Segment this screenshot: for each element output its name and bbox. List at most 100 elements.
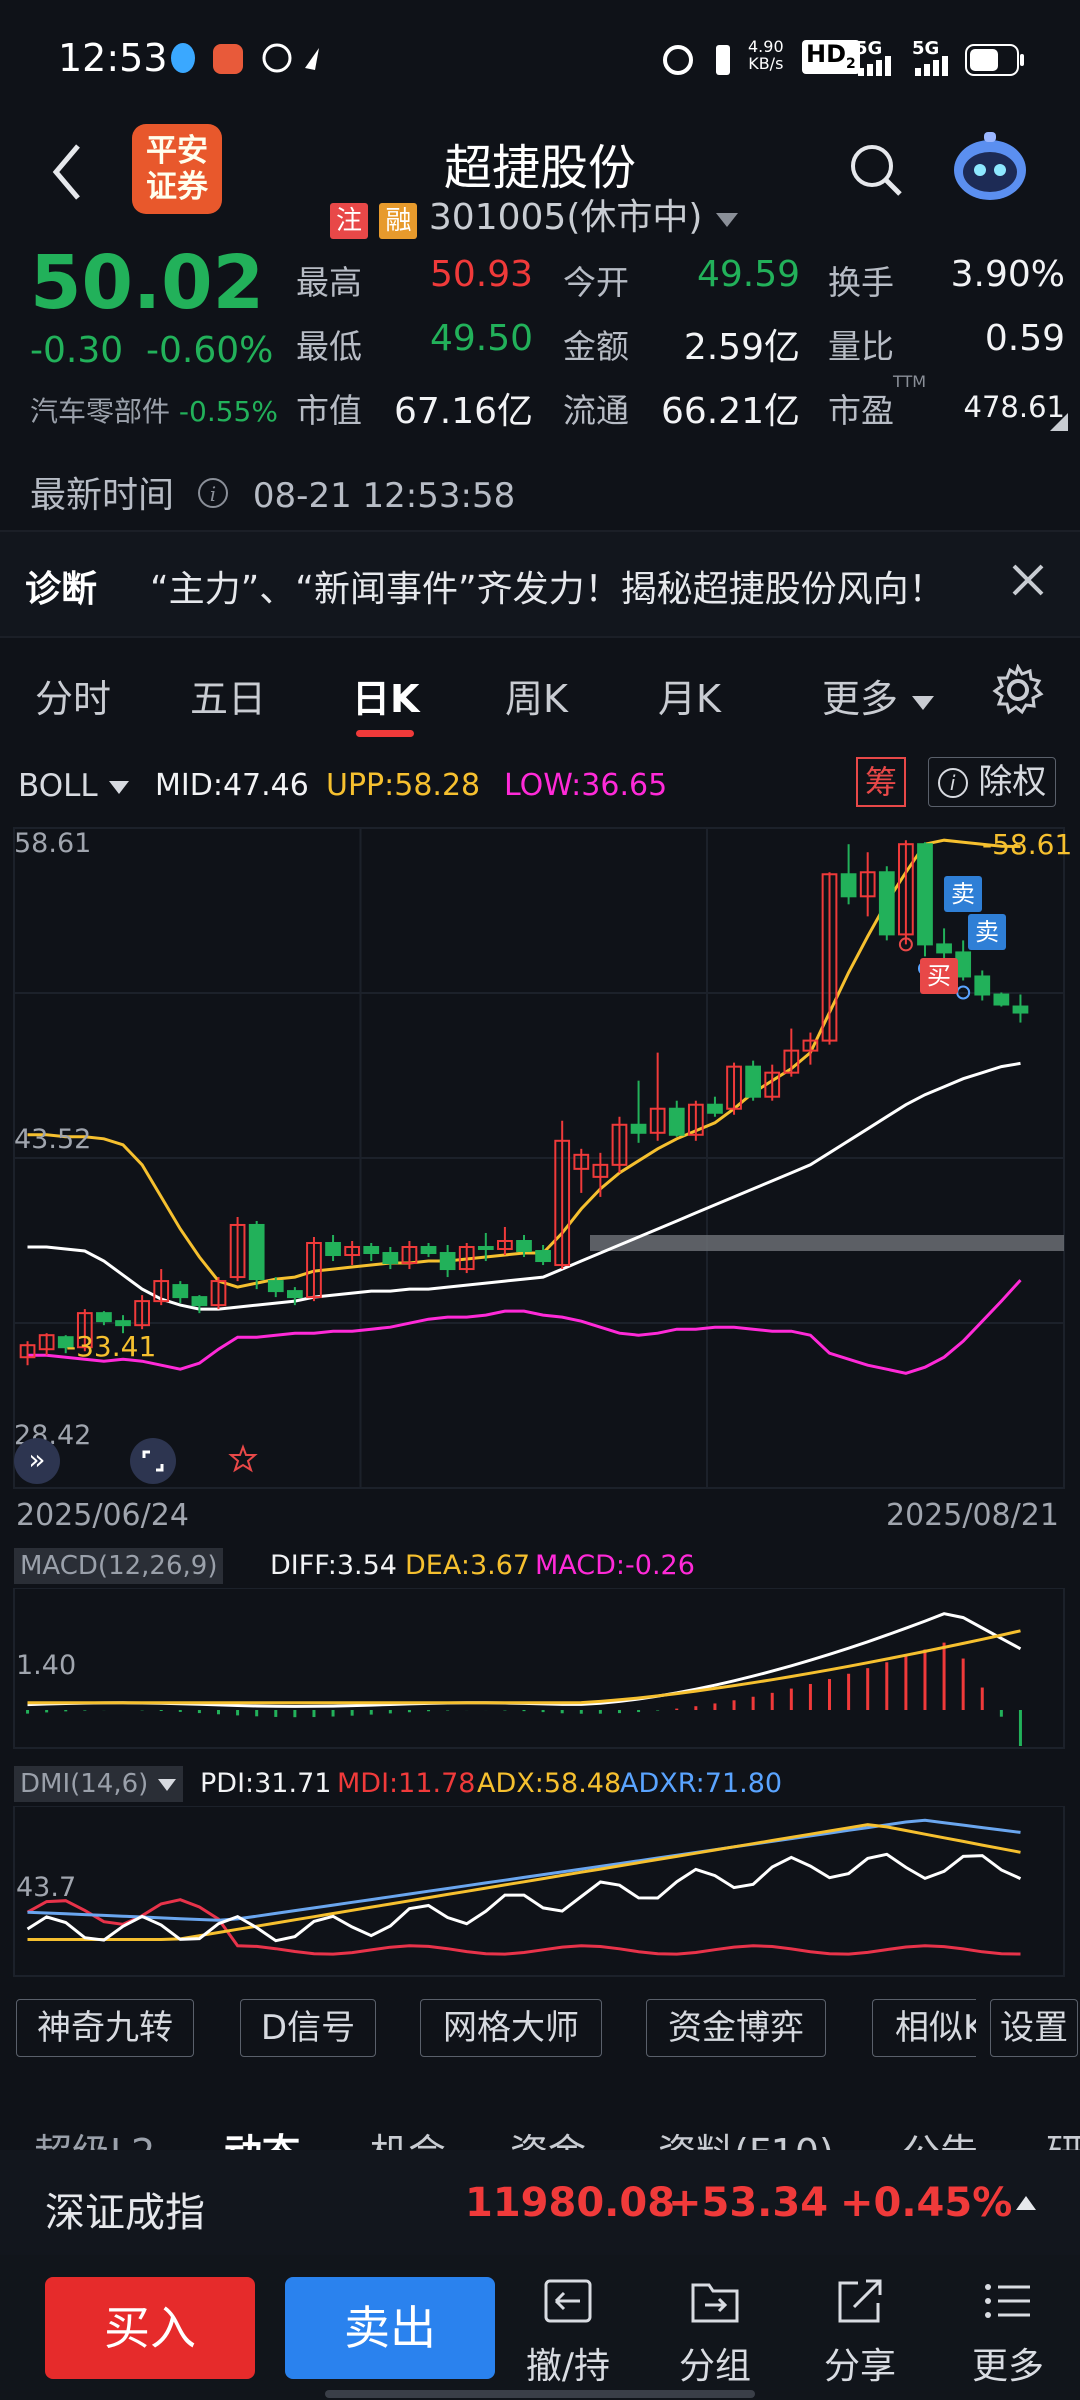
- tab-more[interactable]: 更多: [822, 668, 936, 723]
- star-marker-icon[interactable]: [228, 1444, 258, 1474]
- candle-body-38: [745, 1065, 762, 1098]
- diagnosis-text[interactable]: “主力”、“新闻事件”齐发力！揭秘超捷股份风向！: [150, 569, 945, 610]
- sell-button[interactable]: 卖出: [285, 2277, 495, 2379]
- cancel-icon: [544, 2279, 592, 2323]
- candle-body-31: [611, 1123, 628, 1166]
- candle-body-34: [668, 1107, 685, 1136]
- share-button[interactable]: 分享: [800, 2275, 920, 2389]
- min-price-label: -33.41: [66, 1330, 157, 1363]
- sector-row[interactable]: 汽车零部件 -0.55%: [30, 395, 278, 428]
- kline-chart[interactable]: [0, 820, 1080, 1490]
- boll-bar: BOLL MID:47.46 UPP:58.28 LOW:36.65 筹 i 除…: [0, 752, 1080, 822]
- fuquan-button[interactable]: i 除权: [928, 757, 1056, 807]
- tool-magic-nine[interactable]: 神奇九转: [16, 1999, 194, 2057]
- candle-body-21: [420, 1246, 437, 1255]
- candle-5: [115, 1315, 131, 1334]
- candle-body-22: [439, 1252, 456, 1271]
- value-amount: 2.59亿: [683, 327, 800, 368]
- subtab-l2[interactable]: 超级L2: [34, 2122, 155, 2150]
- candle-body-49: [955, 951, 972, 978]
- macd-panel[interactable]: MACD(12,26,9) DIFF:3.54 DEA:3.67 MACD:-0…: [0, 1540, 1080, 1755]
- net-speed: 4.90 KB/s: [748, 37, 784, 73]
- subtab-chance[interactable]: 机会: [370, 2122, 446, 2150]
- bottom-action-bar: 买入 卖出 撤/持 分组 分享 更多: [0, 2255, 1080, 2400]
- dmi-chart[interactable]: [0, 1806, 1080, 1978]
- kline-chart-area[interactable]: 58.61 43.52 28.42 -58.61 -33.41 卖 卖 买 »: [0, 820, 1080, 1490]
- buy-signal[interactable]: 买: [920, 958, 958, 994]
- macd-chart[interactable]: [0, 1588, 1080, 1753]
- active-tab-indicator: [356, 730, 414, 737]
- back-arrow-icon[interactable]: [48, 140, 88, 204]
- label-mktcap: 市值: [296, 391, 362, 430]
- tool-settings[interactable]: 设置: [990, 1999, 1078, 2057]
- expand-left-icon[interactable]: »: [14, 1438, 60, 1484]
- stock-code: 301005: [428, 197, 567, 238]
- index-ticker[interactable]: 深证成指 11980.08 +53.34 +0.45%: [0, 2150, 1080, 2255]
- candle-body-30: [592, 1163, 609, 1178]
- subtab-notice[interactable]: 公告: [902, 2122, 978, 2150]
- tab-weekly-k[interactable]: 周K: [505, 677, 568, 721]
- tool-similar-k[interactable]: 相似K: [872, 1999, 976, 2057]
- notification-icons: [171, 43, 319, 74]
- candle-13: [267, 1277, 284, 1298]
- stock-code-row[interactable]: 注 融 301005(休市中): [330, 188, 740, 240]
- candle-29: [573, 1148, 590, 1193]
- hd-badge: HD2: [802, 40, 860, 74]
- candle-32: [630, 1080, 647, 1143]
- search-icon[interactable]: [848, 142, 904, 198]
- tab-intraday[interactable]: 分时: [35, 677, 112, 721]
- candle-body-45: [878, 871, 895, 936]
- candle-body-48: [936, 943, 952, 954]
- tool-d-signal[interactable]: D信号: [240, 1999, 376, 2057]
- subtab-fund[interactable]: 资金: [510, 2122, 586, 2150]
- candle-50: [974, 970, 991, 1001]
- gear-icon[interactable]: [992, 664, 1044, 716]
- sell-signal-1[interactable]: 卖: [944, 876, 982, 912]
- caret-down-icon: [157, 1779, 176, 1791]
- robot-assistant-icon[interactable]: [950, 130, 1030, 206]
- group-button[interactable]: 分组: [655, 2275, 775, 2389]
- tab-five-day[interactable]: 五日: [190, 677, 267, 721]
- subtab-research[interactable]: 研: [1046, 2122, 1080, 2150]
- subtab-news[interactable]: 动态: [224, 2122, 300, 2150]
- broker-logo[interactable]: 平安证券: [132, 124, 222, 214]
- candle-48: [936, 928, 952, 961]
- caret-down-icon: [912, 696, 935, 710]
- candle-body-23: [458, 1246, 475, 1271]
- sell-signal-2[interactable]: 卖: [968, 914, 1006, 950]
- macd-diff: DIFF:3.54: [270, 1550, 397, 1581]
- info-icon[interactable]: i: [195, 475, 231, 511]
- subtab-f10[interactable]: 资料(F10): [658, 2122, 834, 2150]
- buy-button[interactable]: 买入: [45, 2277, 255, 2379]
- value-mktcap: 67.16亿: [393, 391, 533, 432]
- cancel-hold-button[interactable]: 撤/持: [508, 2275, 628, 2389]
- tab-monthly-k[interactable]: 月K: [658, 677, 721, 721]
- candle-body-52: [1012, 1005, 1029, 1014]
- boll-mid: MID:47.46: [155, 768, 309, 803]
- caret-up-icon[interactable]: [1014, 2194, 1038, 2212]
- fullscreen-icon[interactable]: [130, 1438, 176, 1484]
- candle-body-2: [57, 1336, 74, 1349]
- candle-10: [210, 1277, 227, 1310]
- stock-title: 超捷股份: [443, 140, 636, 196]
- candle-8: [172, 1281, 189, 1304]
- candle-body-42: [821, 873, 838, 1042]
- label-high: 最高: [296, 263, 362, 302]
- candle-body-26: [516, 1239, 532, 1253]
- macd-selector[interactable]: MACD(12,26,9): [14, 1548, 224, 1584]
- label-float: 流通: [563, 391, 629, 430]
- diagnosis-banner[interactable]: 诊断 “主力”、“新闻事件”齐发力！揭秘超捷股份风向！: [0, 530, 1080, 638]
- label-amount: 金额: [563, 327, 629, 366]
- candle-body-32: [630, 1123, 647, 1134]
- tool-grid-master[interactable]: 网格大师: [420, 1999, 602, 2057]
- caret-down-icon: [715, 213, 738, 227]
- more-button[interactable]: 更多: [948, 2275, 1068, 2389]
- dmi-selector[interactable]: DMI(14,6): [14, 1766, 183, 1802]
- boll-selector[interactable]: BOLL: [18, 768, 130, 804]
- close-icon[interactable]: [1008, 560, 1048, 600]
- support-zone: [590, 1234, 1064, 1251]
- tab-daily-k[interactable]: 日K: [352, 677, 420, 721]
- dmi-panel[interactable]: DMI(14,6) PDI:31.71 MDI:11.78 ADX:58.48 …: [0, 1760, 1080, 1980]
- chip-button[interactable]: 筹: [856, 757, 906, 807]
- tool-fund-game[interactable]: 资金博弈: [646, 1999, 826, 2057]
